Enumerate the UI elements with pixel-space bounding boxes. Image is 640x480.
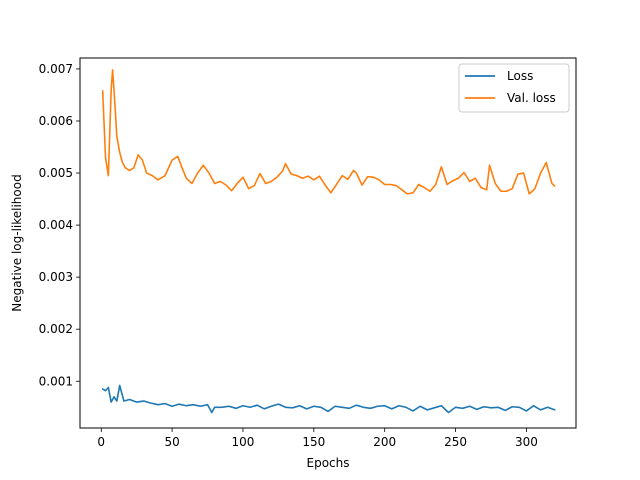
y-tick-label: 0.003 [39, 270, 73, 284]
y-tick-label: 0.006 [39, 114, 73, 128]
legend: Loss Val. loss [458, 63, 570, 113]
y-tick-label: 0.005 [39, 166, 73, 180]
y-axis: 0.001 0.002 0.003 0.004 0.005 0.006 0.007 [39, 62, 80, 388]
y-tick-label: 0.001 [39, 374, 73, 388]
legend-label-loss: Loss [507, 69, 533, 83]
x-tick-label: 150 [302, 435, 325, 449]
series-line-val-loss [101, 69, 556, 195]
plot-frame [79, 57, 577, 429]
x-tick-label: 100 [232, 435, 255, 449]
plot-area [80, 58, 576, 428]
y-axis-label: Negative log-likelihood [10, 174, 24, 311]
x-axis-label: Epochs [307, 456, 350, 470]
y-tick-label: 0.002 [39, 322, 73, 336]
y-tick-label: 0.004 [39, 218, 73, 232]
x-tick-label: 0 [97, 435, 105, 449]
y-tick-label: 0.007 [39, 62, 73, 76]
x-tick-label: 200 [373, 435, 396, 449]
x-tick-label: 300 [515, 435, 538, 449]
series-layer [101, 69, 556, 414]
series-line-loss [101, 384, 556, 414]
x-axis: 0 50 100 150 200 250 300 [97, 428, 538, 449]
x-tick-label: 250 [444, 435, 467, 449]
x-tick-label: 50 [164, 435, 179, 449]
legend-label-val-loss: Val. loss [507, 91, 556, 105]
